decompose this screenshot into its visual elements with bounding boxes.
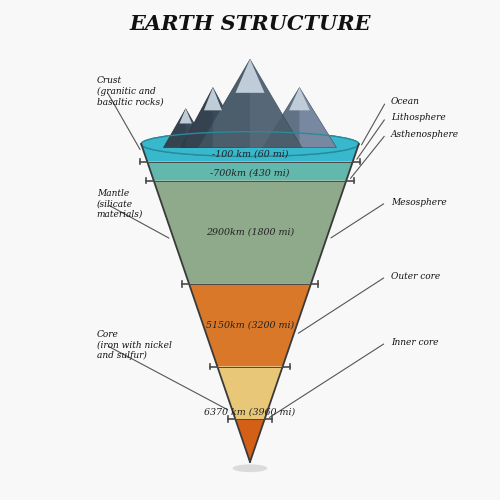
Ellipse shape xyxy=(141,132,359,156)
Polygon shape xyxy=(189,284,311,366)
Polygon shape xyxy=(236,419,264,462)
Polygon shape xyxy=(262,88,300,148)
Polygon shape xyxy=(181,88,213,148)
Text: Asthenosphere: Asthenosphere xyxy=(391,130,459,138)
Polygon shape xyxy=(198,60,302,148)
Polygon shape xyxy=(164,108,208,148)
Text: Ocean: Ocean xyxy=(391,97,420,106)
Text: 6370 km (3960 mi): 6370 km (3960 mi) xyxy=(204,408,296,416)
Text: Crust
(granitic and
basaltic rocks): Crust (granitic and basaltic rocks) xyxy=(96,76,164,106)
Text: Mantle
(silicate
materials): Mantle (silicate materials) xyxy=(96,189,143,219)
Polygon shape xyxy=(181,88,245,148)
Text: Inner core: Inner core xyxy=(391,338,438,347)
Polygon shape xyxy=(147,162,353,180)
Ellipse shape xyxy=(232,464,268,472)
Text: Mesosphere: Mesosphere xyxy=(391,198,446,207)
Text: Outer core: Outer core xyxy=(391,272,440,281)
Text: -100 km (60 mi): -100 km (60 mi) xyxy=(212,150,288,158)
Text: Core
(iron with nickel
and sulfur): Core (iron with nickel and sulfur) xyxy=(96,330,172,360)
Polygon shape xyxy=(289,88,310,110)
Text: Lithosphere: Lithosphere xyxy=(391,113,446,122)
Polygon shape xyxy=(180,108,192,124)
Text: EARTH STRUCTURE: EARTH STRUCTURE xyxy=(129,14,371,34)
Polygon shape xyxy=(164,108,186,148)
Polygon shape xyxy=(262,88,336,148)
Text: -700km (430 mi): -700km (430 mi) xyxy=(210,168,290,177)
Text: 2900km (1800 mi): 2900km (1800 mi) xyxy=(206,228,294,237)
Text: 5150km (3200 mi): 5150km (3200 mi) xyxy=(206,320,294,330)
Polygon shape xyxy=(218,366,282,419)
Polygon shape xyxy=(236,60,264,93)
Ellipse shape xyxy=(141,132,359,156)
Polygon shape xyxy=(204,88,222,110)
Polygon shape xyxy=(141,144,359,162)
Ellipse shape xyxy=(141,132,359,156)
Polygon shape xyxy=(198,60,250,148)
Polygon shape xyxy=(154,180,346,284)
